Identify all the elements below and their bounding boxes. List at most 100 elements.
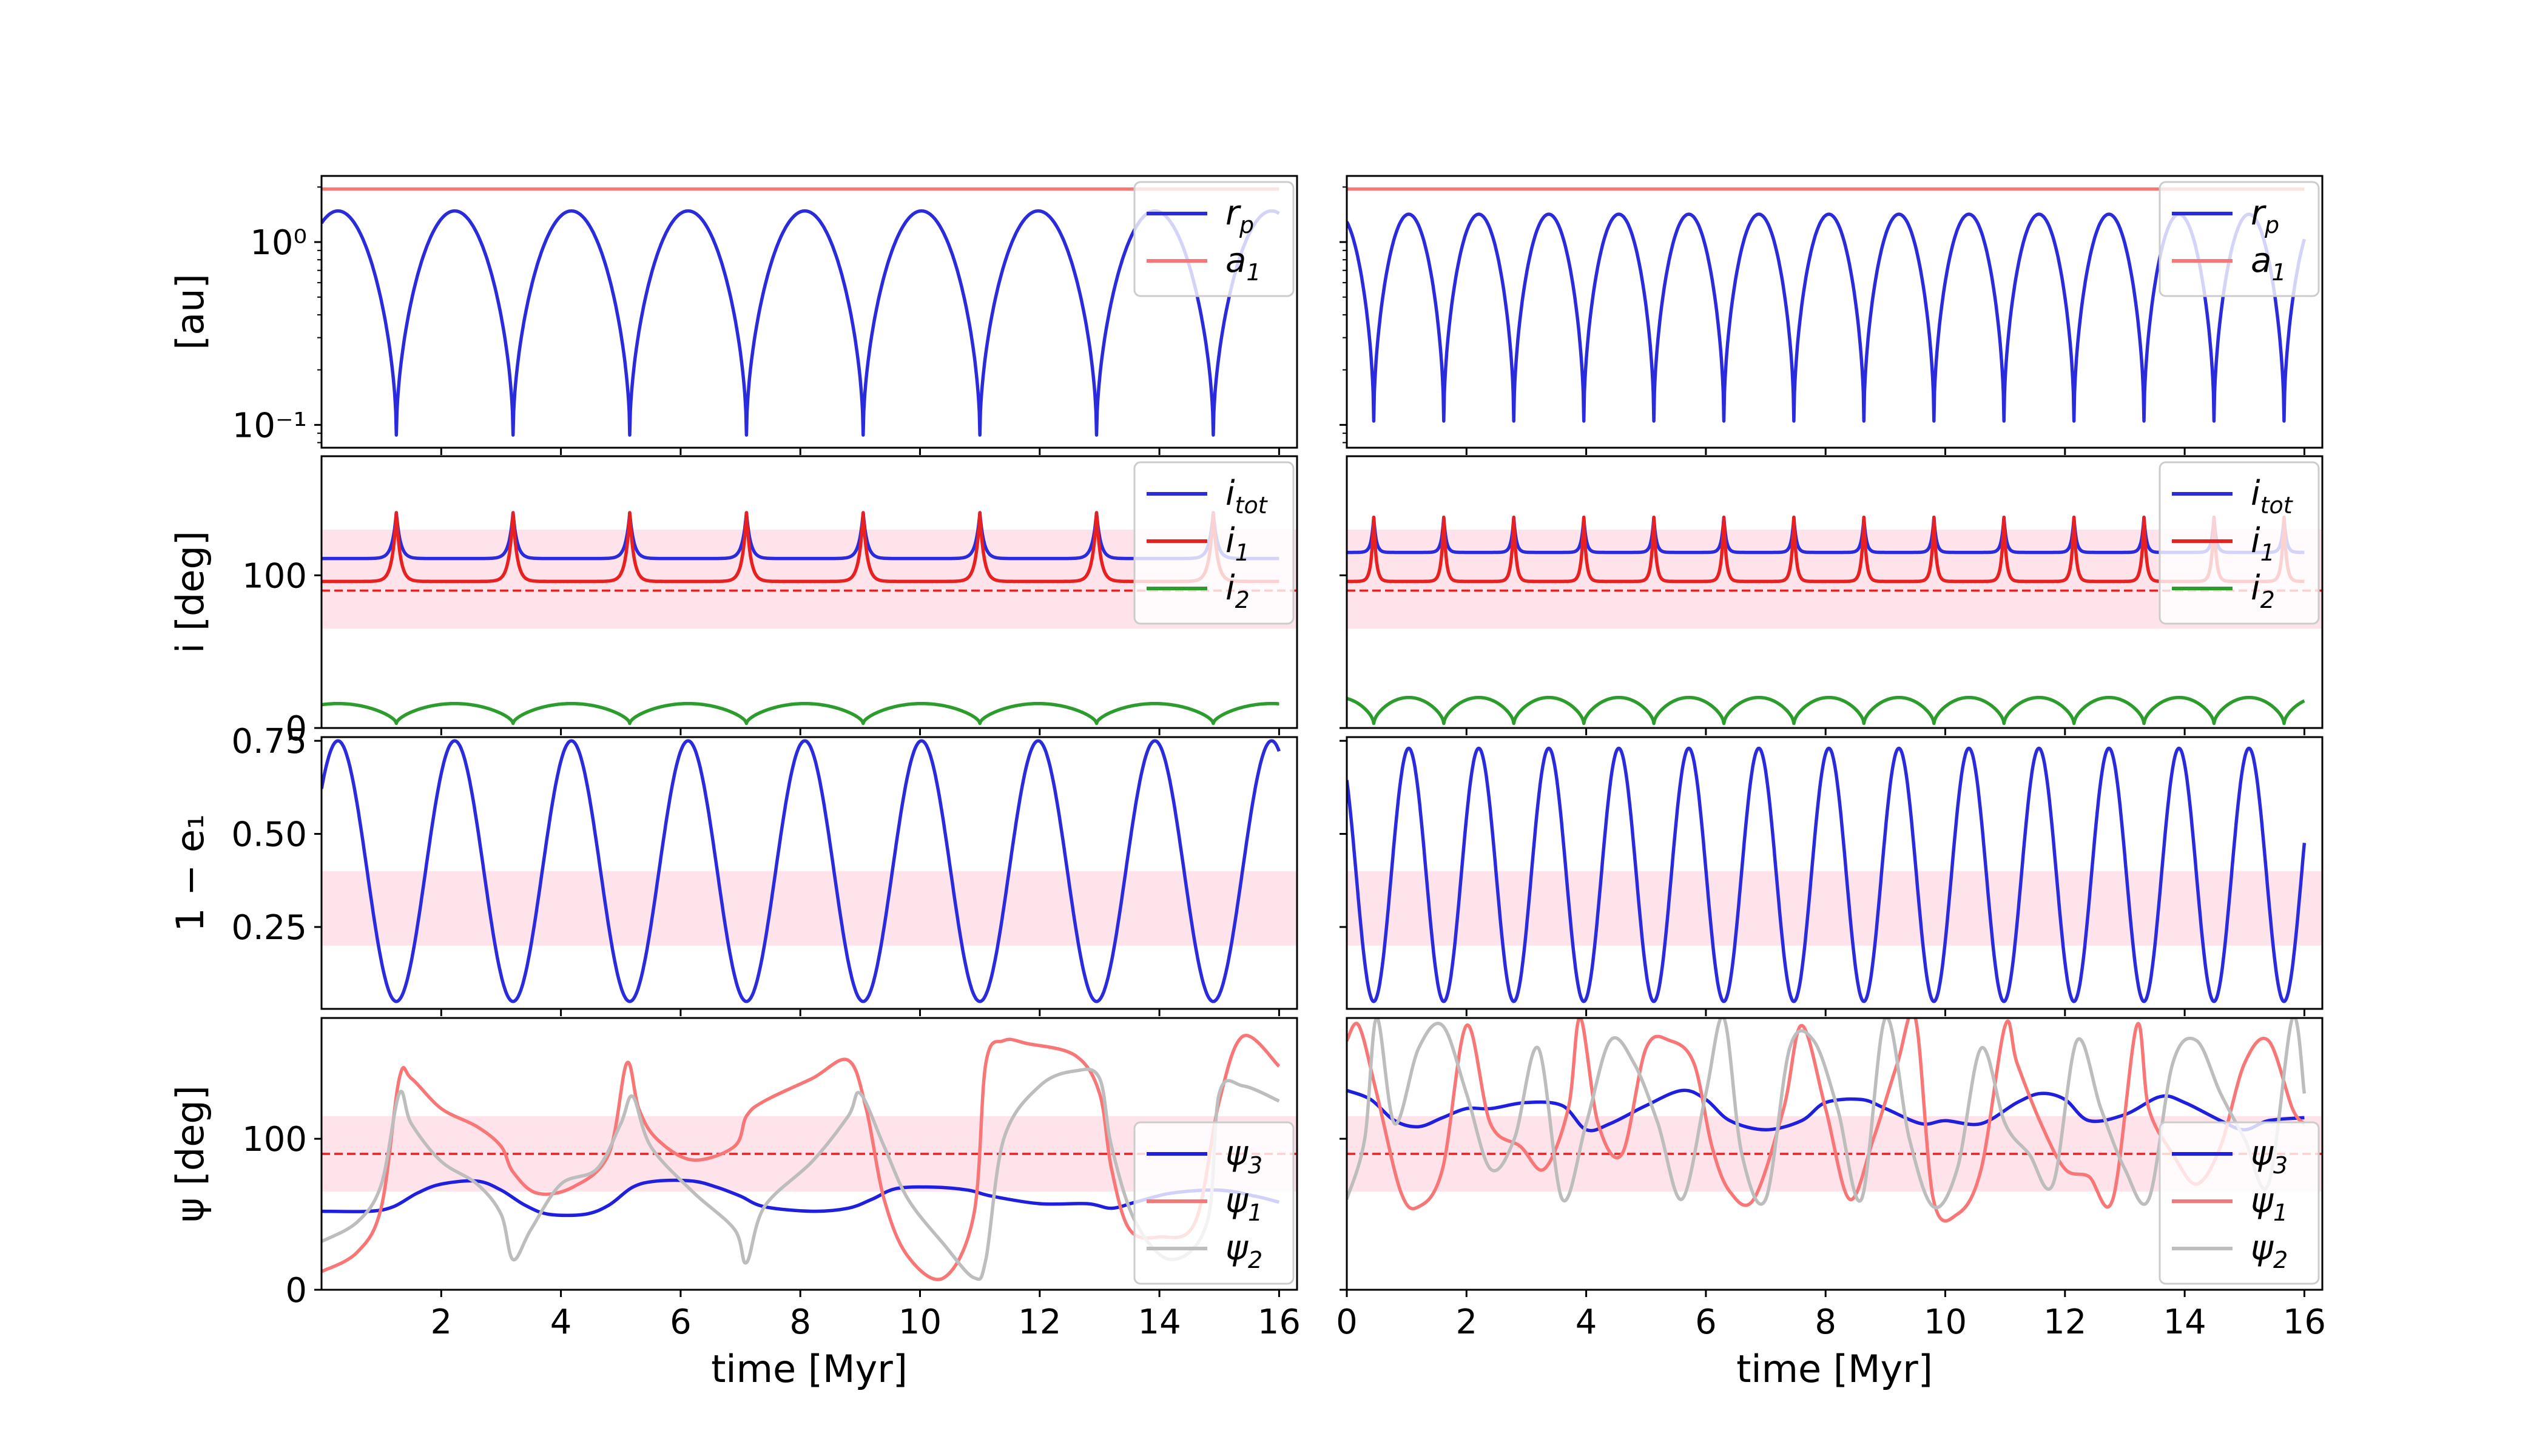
x-tick-label: 0	[1336, 1303, 1358, 1342]
series-group	[322, 187, 1281, 437]
axes-frame	[1346, 1017, 2324, 1291]
legend-subscript: 1	[1246, 259, 1261, 286]
series-group	[322, 739, 1281, 1003]
axes-frame	[320, 1017, 1298, 1291]
axes-frame	[1346, 736, 2324, 1010]
series-line	[322, 1178, 1280, 1218]
series-group	[1347, 515, 2306, 726]
legend-frame	[1133, 1121, 1295, 1285]
legend-subscript: 1	[2260, 539, 2275, 566]
x-tick-label: 12	[2043, 1303, 2086, 1342]
series-line	[1347, 695, 2306, 726]
x-tick-label: 16	[2283, 1303, 2326, 1342]
series-line	[322, 701, 1281, 726]
legend-frame	[2159, 461, 2320, 625]
legend-subscript: 3	[2273, 1152, 2288, 1179]
series-group	[1347, 746, 2307, 1003]
series-group	[1347, 187, 2307, 423]
axes-frame	[320, 455, 1298, 729]
y-tick-label: 0	[285, 1271, 307, 1310]
y-tick-label: 10⁻¹	[232, 406, 307, 445]
legend-subscript: 2	[1248, 1247, 1262, 1273]
legend-subscript: 2	[2260, 587, 2275, 613]
series-line	[322, 1067, 1280, 1281]
x-tick-label: 10	[898, 1303, 942, 1342]
x-tick-label: 2	[430, 1303, 452, 1342]
series-line	[1347, 746, 2307, 1003]
x-tick-label: 10	[1924, 1303, 1967, 1342]
y-tick-label: 0.50	[231, 815, 307, 855]
y-tick-label: 0.75	[231, 722, 307, 761]
x-tick-label: 2	[1455, 1303, 1477, 1342]
x-axis-label: time [Myr]	[1736, 1347, 1933, 1391]
legend-subscript: 2	[2273, 1247, 2288, 1273]
x-tick-label: 14	[1138, 1303, 1181, 1342]
axes-frame	[320, 175, 1298, 449]
legend-label: ψ1	[2251, 1181, 2288, 1226]
x-tick-label: 8	[1815, 1303, 1836, 1342]
y-tick-label: 100	[242, 1120, 307, 1159]
series-line	[1347, 212, 2307, 423]
y-tick-label: 0.25	[231, 908, 307, 948]
legend-frame	[1133, 461, 1295, 625]
y-axis-label: [au]	[168, 274, 212, 350]
series-line	[1347, 1018, 2307, 1210]
series-line	[1347, 515, 2306, 584]
x-tick-label: 12	[1018, 1303, 1061, 1342]
x-tick-label: 4	[1576, 1303, 1597, 1342]
x-tick-label: 4	[550, 1303, 572, 1342]
legend-subscript: p	[2264, 212, 2279, 238]
legend-subscript: 3	[1248, 1152, 1262, 1179]
y-axis-label: ψ [deg]	[168, 1085, 212, 1222]
series-line	[322, 1034, 1281, 1281]
axes-frame	[1346, 455, 2324, 729]
shaded-band	[1347, 871, 2322, 946]
series-group	[1347, 1018, 2307, 1223]
legend-subscript: 1	[2273, 1199, 2288, 1226]
x-axis-label: time [Myr]	[711, 1347, 908, 1391]
shaded-band	[322, 871, 1297, 946]
series-line	[1347, 1088, 2305, 1133]
series-group	[322, 511, 1281, 726]
series-line	[322, 511, 1281, 584]
legend-subscript: tot	[1235, 492, 1269, 519]
x-tick-label: 16	[1258, 1303, 1301, 1342]
x-tick-label: 14	[2163, 1303, 2206, 1342]
axes-frame	[320, 736, 1298, 1010]
y-tick-label: 100	[242, 556, 307, 596]
panel-row3-right	[1340, 736, 2324, 1016]
y-axis-label: i [deg]	[168, 531, 212, 653]
y-tick-label: 0	[285, 709, 307, 749]
legend-subscript: 2	[1235, 587, 1250, 613]
y-tick-label: 10⁰	[250, 223, 307, 263]
legend-subscript: tot	[2260, 492, 2294, 519]
series-line	[1347, 1018, 2306, 1223]
panel-row3-left: 0.25 0.50 0.75 1 − e₁	[168, 722, 1298, 1016]
legend-frame	[1133, 181, 1295, 297]
legend-frame	[2159, 181, 2320, 297]
series-group	[322, 1034, 1281, 1281]
series-line	[322, 209, 1281, 437]
legend-subscript: 1	[1235, 539, 1250, 566]
legend-frame	[2159, 1121, 2320, 1285]
x-tick-label: 6	[1695, 1303, 1717, 1342]
series-line	[322, 739, 1281, 1003]
y-axis-label: 1 − e₁	[168, 814, 212, 932]
axes-frame	[1346, 175, 2324, 449]
legend-subscript: 1	[2271, 259, 2286, 286]
legend-subscript: p	[1239, 212, 1254, 238]
x-tick-label: 8	[789, 1303, 811, 1342]
